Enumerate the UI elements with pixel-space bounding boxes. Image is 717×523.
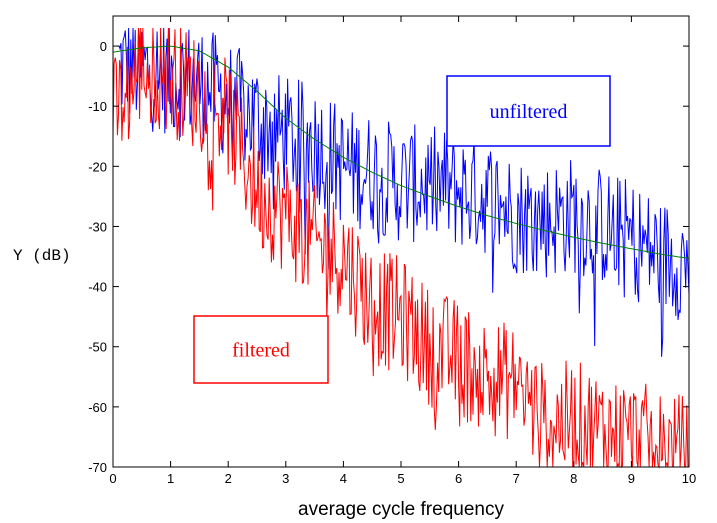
unfiltered-annotation: unfiltered (446, 75, 611, 147)
unfiltered-annotation-box (446, 75, 611, 147)
x-tick-label: 7 (513, 471, 520, 486)
x-tick-label: 4 (340, 471, 347, 486)
x-tick-label: 1 (167, 471, 174, 486)
y-tick-label: -20 (88, 159, 107, 174)
x-tick-label: 8 (570, 471, 577, 486)
series-smooth-line (112, 45, 690, 259)
x-tick-label: 9 (628, 471, 635, 486)
y-tick-label: -70 (88, 460, 107, 475)
filtered-annotation-label: filtered (232, 340, 290, 362)
y-tick-label: -50 (88, 340, 107, 355)
x-tick-label: 3 (282, 471, 289, 486)
y-tick-label: -60 (88, 400, 107, 415)
series-layer (112, 27, 690, 469)
annotation-layer: unfiltered filtered (193, 75, 611, 384)
y-tick-label: -30 (88, 219, 107, 234)
y-axis-title: Y (dB) (13, 247, 71, 265)
y-tick-label: -10 (88, 99, 107, 114)
x-tick-label: 0 (109, 471, 116, 486)
x-tick-label: 6 (455, 471, 462, 486)
filtered-annotation-box (193, 315, 329, 384)
x-tick-label: 5 (397, 471, 404, 486)
unfiltered-annotation-label: unfiltered (490, 101, 568, 123)
x-tick-label: 2 (225, 471, 232, 486)
tick-layer: 0 1 2 3 4 5 6 7 8 9 10 0 -10 -20 -30 -40 -50 -60 -70 (88, 16, 696, 486)
x-axis-title: average cycle frequency (298, 499, 504, 520)
y-tick-label: -40 (88, 280, 107, 295)
x-tick-label: 10 (682, 471, 696, 486)
filtered-annotation: filtered (193, 315, 329, 384)
series-filtered-line (112, 27, 689, 469)
y-tick-label: 0 (100, 39, 107, 54)
